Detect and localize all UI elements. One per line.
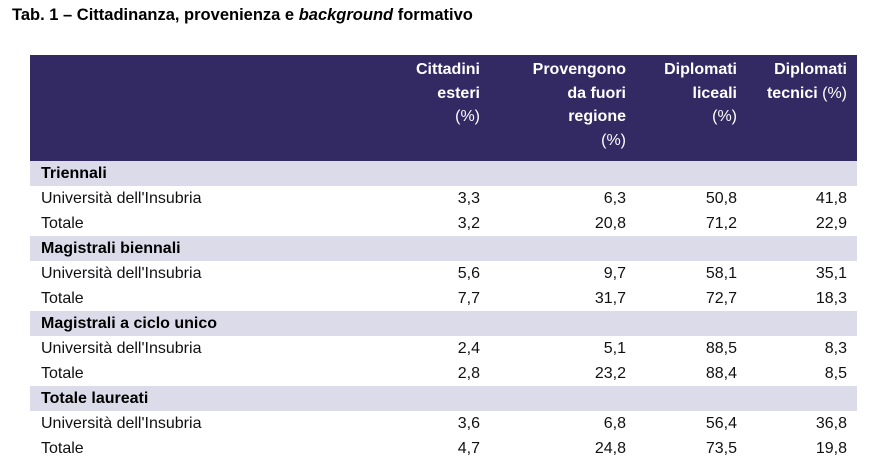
row-label: Totale [41, 440, 84, 457]
cell-value: 19,8 [815, 440, 847, 457]
cell-value: 7,7 [457, 290, 480, 307]
cell-value: 2,8 [457, 365, 480, 382]
column-header-line: esteri [437, 84, 480, 102]
row-label: Università dell'Insubria [41, 340, 202, 357]
row-label: Totale [41, 365, 84, 382]
cell-value: 88,5 [705, 340, 737, 357]
header-row: Cittadini esteri (%) Provengono da fuori… [30, 55, 857, 161]
column-header-line: da fuori [567, 84, 626, 102]
cell-value: 58,1 [705, 265, 737, 282]
cell-value: 35,1 [815, 265, 847, 282]
cell-value: 73,5 [705, 440, 737, 457]
cell-value: 2,4 [457, 340, 480, 357]
column-header-line: liceali [692, 84, 737, 102]
cell-value: 18,3 [815, 290, 847, 307]
table-body: Triennali Università dell'Insubria 3,3 6… [30, 161, 857, 461]
title-prefix: Tab. 1 – Cittadinanza, provenienza e [12, 6, 299, 24]
table-row: Totale 7,7 31,7 72,7 18,3 [30, 286, 857, 311]
row-label: Università dell'Insubria [41, 190, 202, 207]
column-header-line: Diplomati [664, 61, 737, 78]
cell-value: 24,8 [594, 440, 626, 457]
column-header-unit: (%) [455, 108, 480, 125]
cell-value: 3,3 [457, 190, 480, 207]
row-label: Totale [41, 215, 84, 232]
group-row: Magistrali biennali [30, 236, 857, 261]
column-header-diplomati-liceali: Diplomati liceali (%) [640, 55, 751, 161]
table-row: Università dell'Insubria 3,6 6,8 56,4 36… [30, 411, 857, 436]
row-label: Università dell'Insubria [41, 265, 202, 282]
column-header-provengono: Provengono da fuori regione (%) [494, 55, 640, 161]
cell-value: 88,4 [705, 365, 737, 382]
title-italic: background [298, 6, 394, 24]
group-row: Triennali [30, 161, 857, 186]
cell-value: 8,3 [824, 340, 847, 357]
cell-value: 72,7 [705, 290, 737, 307]
cell-value: 23,2 [594, 365, 626, 382]
table-title: Tab. 1 – Cittadinanza, provenienza e bac… [12, 6, 473, 25]
cell-value: 8,5 [824, 365, 847, 382]
data-table: Cittadini esteri (%) Provengono da fuori… [30, 55, 857, 461]
cell-value: 3,2 [457, 215, 480, 232]
column-header-line: regione [568, 108, 626, 125]
table-row: Totale 4,7 24,8 73,5 19,8 [30, 436, 857, 461]
group-label: Triennali [30, 161, 857, 186]
row-label: Università dell'Insubria [41, 415, 202, 432]
cell-value: 6,3 [603, 190, 626, 207]
cell-value: 56,4 [705, 415, 737, 432]
column-header-unit: (%) [601, 131, 626, 149]
header-empty-cell [30, 55, 382, 161]
cell-value: 31,7 [594, 290, 626, 307]
cell-value: 3,6 [457, 415, 480, 432]
title-suffix: formativo [393, 6, 473, 24]
row-label: Totale [41, 290, 84, 307]
table-row: Totale 2,8 23,2 88,4 8,5 [30, 361, 857, 386]
cell-value: 9,7 [603, 265, 626, 282]
column-header-diplomati-tecnici: Diplomati tecnici (%) [751, 55, 857, 161]
cell-value: 5,6 [457, 265, 480, 282]
cell-value: 6,8 [603, 415, 626, 432]
table-row: Università dell'Insubria 2,4 5,1 88,5 8,… [30, 336, 857, 361]
column-header-unit: (%) [712, 108, 737, 125]
table-header: Cittadini esteri (%) Provengono da fuori… [30, 55, 857, 161]
column-header-line: Provengono [532, 61, 626, 78]
column-header-line: Diplomati [774, 61, 847, 78]
cell-value: 22,9 [815, 215, 847, 232]
column-header-line: Cittadini [416, 61, 480, 78]
cell-value: 36,8 [815, 415, 847, 432]
group-row: Magistrali a ciclo unico [30, 311, 857, 336]
cell-value: 5,1 [603, 340, 626, 357]
table-row: Università dell'Insubria 5,6 9,7 58,1 35… [30, 261, 857, 286]
cell-value: 20,8 [594, 215, 626, 232]
column-header-unit: (%) [822, 84, 847, 102]
column-header-cittadini-esteri: Cittadini esteri (%) [382, 55, 494, 161]
table-row: Università dell'Insubria 3,3 6,3 50,8 41… [30, 186, 857, 211]
group-label: Totale laureati [30, 386, 857, 411]
column-header-line: tecnici [766, 84, 818, 102]
cell-value: 4,7 [457, 440, 480, 457]
cell-value: 50,8 [705, 190, 737, 207]
group-row: Totale laureati [30, 386, 857, 411]
group-label: Magistrali a ciclo unico [30, 311, 857, 336]
cell-value: 41,8 [815, 190, 847, 207]
group-label: Magistrali biennali [30, 236, 857, 261]
table-row: Totale 3,2 20,8 71,2 22,9 [30, 211, 857, 236]
cell-value: 71,2 [705, 215, 737, 232]
